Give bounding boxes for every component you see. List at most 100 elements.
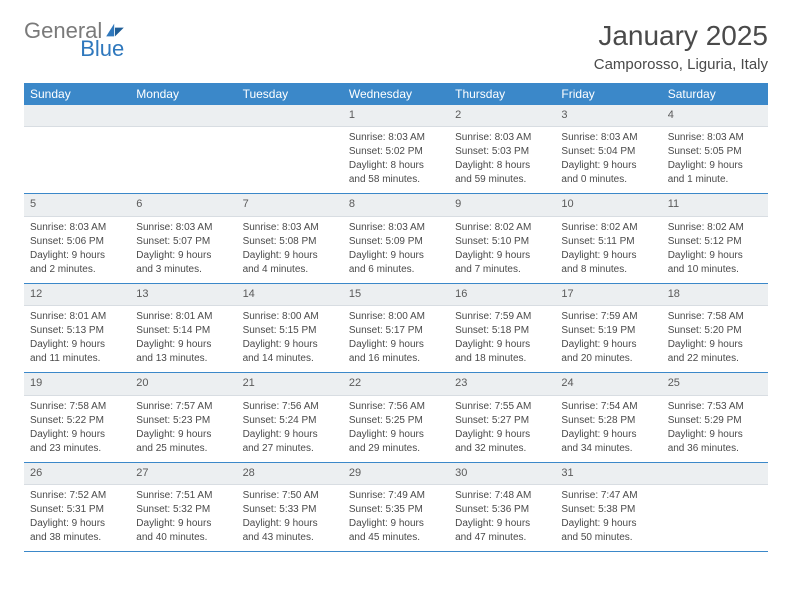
day-cell: 25Sunrise: 7:53 AMSunset: 5:29 PMDayligh… bbox=[662, 373, 768, 461]
day-info-line: Sunrise: 8:03 AM bbox=[668, 131, 762, 145]
day-number: 28 bbox=[237, 463, 343, 485]
logo: GeneralBlue bbox=[24, 20, 126, 60]
day-info-line: Sunrise: 8:00 AM bbox=[349, 310, 443, 324]
day-info-line: Sunset: 5:24 PM bbox=[243, 414, 337, 428]
day-number: 13 bbox=[130, 284, 236, 306]
day-cell bbox=[237, 105, 343, 193]
day-info-line: Daylight: 9 hours and 6 minutes. bbox=[349, 249, 443, 277]
day-info-line: Sunset: 5:31 PM bbox=[30, 503, 124, 517]
day-info-line: Daylight: 9 hours and 2 minutes. bbox=[30, 249, 124, 277]
day-info-line: Daylight: 9 hours and 0 minutes. bbox=[561, 159, 655, 187]
day-cell: 15Sunrise: 8:00 AMSunset: 5:17 PMDayligh… bbox=[343, 284, 449, 372]
day-info-line: Sunset: 5:32 PM bbox=[136, 503, 230, 517]
logo-text-blue: Blue bbox=[80, 36, 124, 61]
day-number: 5 bbox=[24, 194, 130, 216]
day-body: Sunrise: 8:01 AMSunset: 5:14 PMDaylight:… bbox=[130, 306, 236, 372]
day-info-line: Sunset: 5:11 PM bbox=[561, 235, 655, 249]
day-info-line: Sunrise: 7:56 AM bbox=[243, 400, 337, 414]
day-info-line: Daylight: 9 hours and 3 minutes. bbox=[136, 249, 230, 277]
day-info-line: Daylight: 9 hours and 1 minute. bbox=[668, 159, 762, 187]
day-cell: 1Sunrise: 8:03 AMSunset: 5:02 PMDaylight… bbox=[343, 105, 449, 193]
day-info-line: Daylight: 9 hours and 22 minutes. bbox=[668, 338, 762, 366]
day-info-line: Daylight: 9 hours and 10 minutes. bbox=[668, 249, 762, 277]
day-info-line: Sunrise: 8:01 AM bbox=[30, 310, 124, 324]
day-body: Sunrise: 7:59 AMSunset: 5:18 PMDaylight:… bbox=[449, 306, 555, 372]
week-row: 12Sunrise: 8:01 AMSunset: 5:13 PMDayligh… bbox=[24, 284, 768, 373]
day-body: Sunrise: 7:58 AMSunset: 5:20 PMDaylight:… bbox=[662, 306, 768, 372]
day-body: Sunrise: 8:03 AMSunset: 5:09 PMDaylight:… bbox=[343, 217, 449, 283]
day-info-line: Sunrise: 8:03 AM bbox=[349, 131, 443, 145]
day-info-line: Sunset: 5:10 PM bbox=[455, 235, 549, 249]
day-number: 27 bbox=[130, 463, 236, 485]
day-info-line: Daylight: 9 hours and 14 minutes. bbox=[243, 338, 337, 366]
day-number: 26 bbox=[24, 463, 130, 485]
day-info-line: Daylight: 9 hours and 25 minutes. bbox=[136, 428, 230, 456]
weekday-wednesday: Wednesday bbox=[343, 83, 449, 105]
day-info-line: Sunrise: 7:51 AM bbox=[136, 489, 230, 503]
day-info-line: Sunset: 5:36 PM bbox=[455, 503, 549, 517]
day-info-line: Sunrise: 7:55 AM bbox=[455, 400, 549, 414]
day-number: 15 bbox=[343, 284, 449, 306]
day-info-line: Sunset: 5:12 PM bbox=[668, 235, 762, 249]
day-info-line: Sunset: 5:25 PM bbox=[349, 414, 443, 428]
day-body: Sunrise: 8:02 AMSunset: 5:10 PMDaylight:… bbox=[449, 217, 555, 283]
day-info-line: Daylight: 9 hours and 47 minutes. bbox=[455, 517, 549, 545]
day-info-line: Sunset: 5:19 PM bbox=[561, 324, 655, 338]
day-info-line: Daylight: 8 hours and 58 minutes. bbox=[349, 159, 443, 187]
day-cell: 17Sunrise: 7:59 AMSunset: 5:19 PMDayligh… bbox=[555, 284, 661, 372]
day-body: Sunrise: 7:55 AMSunset: 5:27 PMDaylight:… bbox=[449, 396, 555, 462]
day-info-line: Daylight: 9 hours and 8 minutes. bbox=[561, 249, 655, 277]
day-cell: 21Sunrise: 7:56 AMSunset: 5:24 PMDayligh… bbox=[237, 373, 343, 461]
day-body: Sunrise: 8:01 AMSunset: 5:13 PMDaylight:… bbox=[24, 306, 130, 372]
day-cell: 30Sunrise: 7:48 AMSunset: 5:36 PMDayligh… bbox=[449, 463, 555, 551]
day-info-line: Sunrise: 7:58 AM bbox=[30, 400, 124, 414]
day-body: Sunrise: 8:03 AMSunset: 5:07 PMDaylight:… bbox=[130, 217, 236, 283]
day-cell: 13Sunrise: 8:01 AMSunset: 5:14 PMDayligh… bbox=[130, 284, 236, 372]
day-number: 21 bbox=[237, 373, 343, 395]
day-cell: 4Sunrise: 8:03 AMSunset: 5:05 PMDaylight… bbox=[662, 105, 768, 193]
day-info-line: Daylight: 9 hours and 38 minutes. bbox=[30, 517, 124, 545]
day-cell: 5Sunrise: 8:03 AMSunset: 5:06 PMDaylight… bbox=[24, 194, 130, 282]
day-info-line: Sunset: 5:02 PM bbox=[349, 145, 443, 159]
day-number: 8 bbox=[343, 194, 449, 216]
day-body bbox=[130, 127, 236, 137]
day-cell: 29Sunrise: 7:49 AMSunset: 5:35 PMDayligh… bbox=[343, 463, 449, 551]
day-info-line: Sunset: 5:08 PM bbox=[243, 235, 337, 249]
day-info-line: Daylight: 9 hours and 7 minutes. bbox=[455, 249, 549, 277]
day-cell: 7Sunrise: 8:03 AMSunset: 5:08 PMDaylight… bbox=[237, 194, 343, 282]
day-body: Sunrise: 7:54 AMSunset: 5:28 PMDaylight:… bbox=[555, 396, 661, 462]
day-body: Sunrise: 7:51 AMSunset: 5:32 PMDaylight:… bbox=[130, 485, 236, 551]
day-body: Sunrise: 8:02 AMSunset: 5:11 PMDaylight:… bbox=[555, 217, 661, 283]
day-number: 11 bbox=[662, 194, 768, 216]
day-cell: 26Sunrise: 7:52 AMSunset: 5:31 PMDayligh… bbox=[24, 463, 130, 551]
day-number: 3 bbox=[555, 105, 661, 127]
day-info-line: Sunset: 5:14 PM bbox=[136, 324, 230, 338]
day-info-line: Sunset: 5:27 PM bbox=[455, 414, 549, 428]
day-info-line: Sunset: 5:38 PM bbox=[561, 503, 655, 517]
day-info-line: Daylight: 9 hours and 32 minutes. bbox=[455, 428, 549, 456]
day-info-line: Daylight: 9 hours and 29 minutes. bbox=[349, 428, 443, 456]
day-info-line: Sunrise: 8:01 AM bbox=[136, 310, 230, 324]
day-number: 30 bbox=[449, 463, 555, 485]
day-info-line: Daylight: 9 hours and 23 minutes. bbox=[30, 428, 124, 456]
day-info-line: Sunrise: 8:03 AM bbox=[455, 131, 549, 145]
week-row: 19Sunrise: 7:58 AMSunset: 5:22 PMDayligh… bbox=[24, 373, 768, 462]
day-number: 29 bbox=[343, 463, 449, 485]
day-body: Sunrise: 8:03 AMSunset: 5:08 PMDaylight:… bbox=[237, 217, 343, 283]
day-info-line: Sunrise: 8:03 AM bbox=[349, 221, 443, 235]
day-info-line: Daylight: 9 hours and 40 minutes. bbox=[136, 517, 230, 545]
day-body: Sunrise: 8:02 AMSunset: 5:12 PMDaylight:… bbox=[662, 217, 768, 283]
day-number: 7 bbox=[237, 194, 343, 216]
day-info-line: Sunset: 5:23 PM bbox=[136, 414, 230, 428]
day-cell: 19Sunrise: 7:58 AMSunset: 5:22 PMDayligh… bbox=[24, 373, 130, 461]
day-cell: 14Sunrise: 8:00 AMSunset: 5:15 PMDayligh… bbox=[237, 284, 343, 372]
day-body: Sunrise: 7:56 AMSunset: 5:24 PMDaylight:… bbox=[237, 396, 343, 462]
day-cell: 28Sunrise: 7:50 AMSunset: 5:33 PMDayligh… bbox=[237, 463, 343, 551]
day-body: Sunrise: 7:53 AMSunset: 5:29 PMDaylight:… bbox=[662, 396, 768, 462]
day-info-line: Daylight: 9 hours and 34 minutes. bbox=[561, 428, 655, 456]
day-info-line: Daylight: 9 hours and 20 minutes. bbox=[561, 338, 655, 366]
day-number: 31 bbox=[555, 463, 661, 485]
day-cell: 3Sunrise: 8:03 AMSunset: 5:04 PMDaylight… bbox=[555, 105, 661, 193]
day-info-line: Daylight: 9 hours and 4 minutes. bbox=[243, 249, 337, 277]
day-body: Sunrise: 8:03 AMSunset: 5:06 PMDaylight:… bbox=[24, 217, 130, 283]
